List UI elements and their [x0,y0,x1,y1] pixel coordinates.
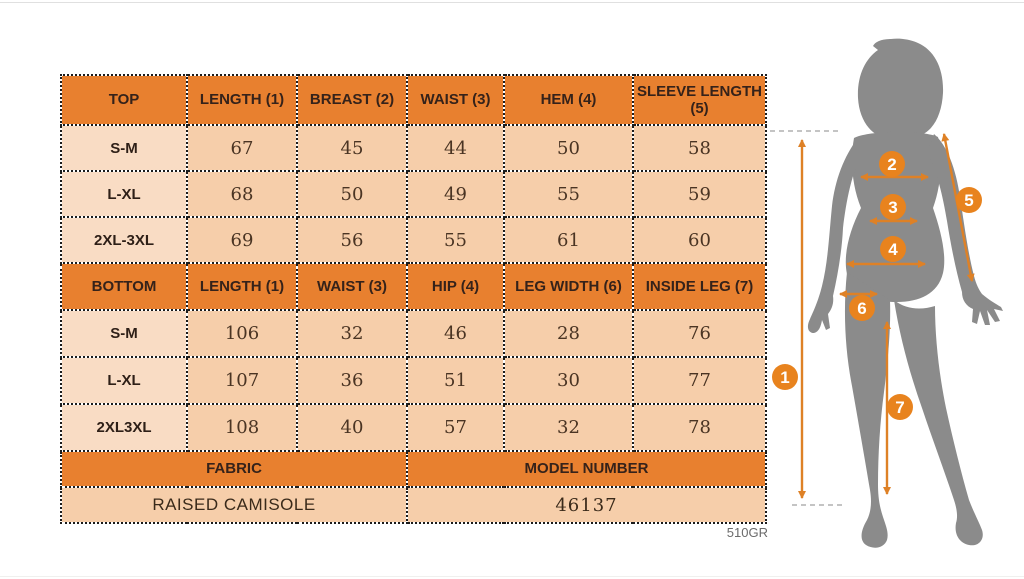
table-row: L-XL 68 50 49 55 59 [60,170,767,218]
col-header-bottom: BOTTOM [60,262,188,311]
marker-circle-1 [772,364,798,390]
measurement-figure: 1 2 3 4 5 6 7 [770,38,1003,548]
cell-value: 36 [296,356,408,405]
marker-number-1: 1 [780,368,789,387]
row-label: 2XL3XL [60,403,188,452]
col-header-sleeve-length: SLEEVE LENGTH (5) [632,74,767,126]
silhouette-left-arm [807,138,864,333]
marker-circle-3 [880,194,906,220]
cell-value: 107 [186,356,298,405]
marker-6: 6 [849,295,875,321]
cell-value: 69 [186,216,298,264]
col-header-waist: WAIST (3) [296,262,408,311]
col-header-hem: HEM (4) [503,74,634,126]
row-label: S-M [60,309,188,358]
cell-value: 49 [406,170,505,218]
cell-value: 50 [296,170,408,218]
footer-value-row: RAISED CAMISOLE 46137 [60,486,767,524]
table-row: 2XL-3XL 69 56 55 61 60 [60,216,767,264]
marker-number-4: 4 [888,240,898,259]
cell-value: 50 [503,124,634,172]
cell-value: 58 [632,124,767,172]
marker-4: 4 [880,236,906,262]
cell-value: 30 [503,356,634,405]
col-header-leg-width: LEG WIDTH (6) [503,262,634,311]
cell-value: 28 [503,309,634,358]
model-number-header: MODEL NUMBER [406,450,767,488]
row-label: S-M [60,124,188,172]
col-header-breast: BREAST (2) [296,74,408,126]
col-header-top: TOP [60,74,188,126]
row-label: L-XL [60,170,188,218]
marker-number-2: 2 [887,155,896,174]
cell-value: 76 [632,309,767,358]
cell-value: 68 [186,170,298,218]
cell-value: 61 [503,216,634,264]
cell-value: 55 [503,170,634,218]
marker-circle-4 [880,236,906,262]
cell-value: 51 [406,356,505,405]
cell-value: 44 [406,124,505,172]
table-row: S-M 106 32 46 28 76 [60,309,767,358]
watermark-code: 510GR [726,525,768,540]
female-silhouette [807,38,1003,548]
table-row: S-M 67 45 44 50 58 [60,124,767,172]
marker-number-3: 3 [888,198,897,217]
marker-number-5: 5 [964,191,973,210]
marker-3: 3 [880,194,906,220]
fabric-value: RAISED CAMISOLE [60,486,408,524]
row-label: 2XL-3XL [60,216,188,264]
bottom-edge-line [0,576,1024,577]
cell-value: 78 [632,403,767,452]
model-number-value: 46137 [406,486,767,524]
marker-1: 1 [772,364,798,390]
silhouette-left-leg [844,272,891,548]
cell-value: 106 [186,309,298,358]
marker-2: 2 [879,151,905,177]
row-label: L-XL [60,356,188,405]
marker-circle-7 [887,394,913,420]
cell-value: 67 [186,124,298,172]
cell-value: 108 [186,403,298,452]
bottom-header-row: BOTTOM LENGTH (1) WAIST (3) HIP (4) LEG … [60,262,767,311]
marker-circle-2 [879,151,905,177]
marker-number-6: 6 [857,299,866,318]
col-header-hip: HIP (4) [406,262,505,311]
cell-value: 57 [406,403,505,452]
col-header-inside-leg: INSIDE LEG (7) [632,262,767,311]
table-row: 2XL3XL 108 40 57 32 78 [60,403,767,452]
fabric-header: FABRIC [60,450,408,488]
marker-circle-5 [956,187,982,213]
col-header-length: LENGTH (1) [186,262,298,311]
cell-value: 55 [406,216,505,264]
silhouette-right-leg [894,300,983,546]
marker-circle-6 [849,295,875,321]
arrow-sleeve-5 [941,133,975,282]
col-header-length: LENGTH (1) [186,74,298,126]
top-header-row: TOP LENGTH (1) BREAST (2) WAIST (3) HEM … [60,74,767,126]
marker-7: 7 [887,394,913,420]
cell-value: 56 [296,216,408,264]
table-row: L-XL 107 36 51 30 77 [60,356,767,405]
cell-value: 40 [296,403,408,452]
col-header-waist: WAIST (3) [406,74,505,126]
top-edge-line [0,2,1024,3]
cell-value: 46 [406,309,505,358]
size-chart-table: TOP LENGTH (1) BREAST (2) WAIST (3) HEM … [60,74,767,524]
marker-number-7: 7 [895,398,904,417]
footer-header-row: FABRIC MODEL NUMBER [60,450,767,488]
cell-value: 32 [503,403,634,452]
marker-5: 5 [956,187,982,213]
cell-value: 45 [296,124,408,172]
cell-value: 60 [632,216,767,264]
cell-value: 77 [632,356,767,405]
cell-value: 59 [632,170,767,218]
cell-value: 32 [296,309,408,358]
silhouette-hair [857,38,944,140]
